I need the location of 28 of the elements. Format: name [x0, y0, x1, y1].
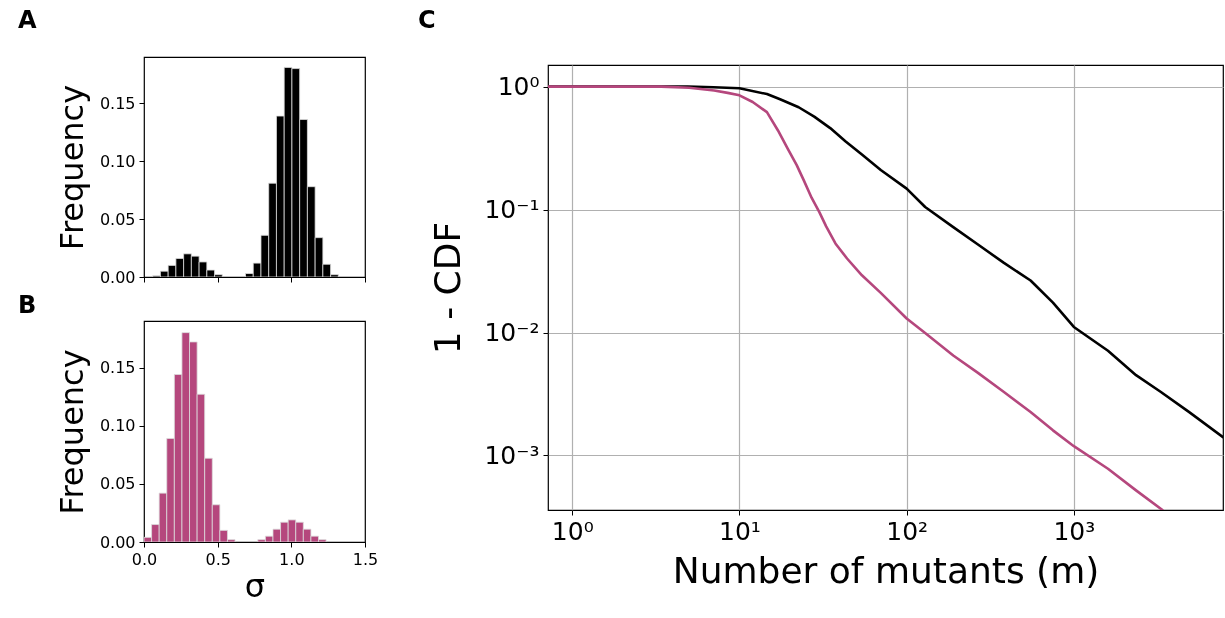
- y-tick-label: 0.15: [99, 358, 136, 378]
- y-tick-label: 0.10: [99, 416, 136, 436]
- chart-title: C: [418, 6, 436, 34]
- y-tick-label: 0.00: [99, 267, 136, 287]
- y-tick-label: 0.15: [99, 93, 136, 113]
- x-axis-title: σ: [244, 566, 266, 605]
- x-tick-label: 1.0: [279, 549, 305, 569]
- x-axis-title: Number of mutants (m): [672, 549, 1100, 591]
- x-tick-label: 0.5: [205, 549, 231, 569]
- x-tick-label: 10³: [1053, 516, 1096, 546]
- y-tick-label: 0.00: [99, 532, 136, 552]
- chart-title: A: [18, 6, 37, 34]
- y-tick-label: 10⁻¹: [484, 195, 540, 225]
- y-tick-label: 10⁻³: [484, 440, 540, 470]
- x-tick-label: 10¹: [719, 516, 761, 546]
- x-tick-label: 10⁰: [551, 516, 594, 546]
- x-tick-label: 10²: [886, 516, 929, 546]
- y-tick-label: 0.05: [99, 209, 136, 229]
- y-axis-title: Frequency: [52, 84, 91, 251]
- y-axis-title: Frequency: [52, 349, 91, 515]
- y-tick-label: 10⁻²: [484, 318, 540, 348]
- x-tick-label: 1.5: [352, 549, 379, 569]
- y-tick-label: 10⁰: [497, 72, 540, 102]
- y-axis-title: 1 - CDF: [427, 221, 469, 355]
- x-tick-label: 0.0: [131, 549, 158, 569]
- chart-title: B: [18, 291, 37, 319]
- y-tick-label: 0.05: [99, 474, 136, 494]
- y-tick-label: 0.10: [99, 151, 136, 171]
